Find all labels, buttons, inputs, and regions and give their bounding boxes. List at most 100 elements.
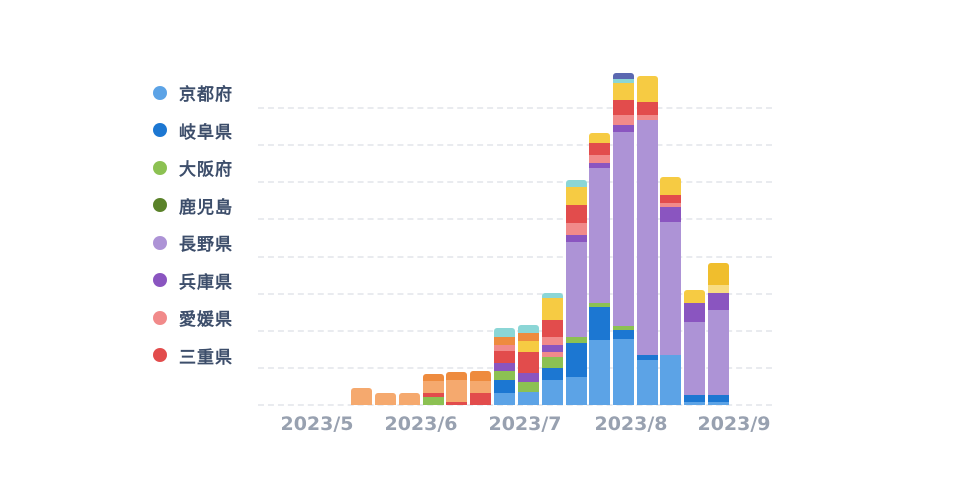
bar-segment-light_orange[interactable] [399, 393, 420, 405]
legend-item-kagoshima[interactable]: 鹿児島 [153, 187, 273, 225]
bar-segment-light_orange[interactable] [351, 388, 372, 405]
bar-segment-light_blue[interactable] [660, 355, 681, 405]
bar-segment-dark_blue[interactable] [613, 330, 634, 339]
bar-segment-light_green[interactable] [518, 382, 539, 392]
bar-segment-light_blue[interactable] [494, 393, 515, 405]
bar-segment-red[interactable] [613, 100, 634, 115]
stacked-bar-16[interactable] [708, 263, 729, 405]
bar-segment-light_purple[interactable] [684, 322, 705, 395]
stacked-bar-15[interactable] [684, 290, 705, 405]
bar-segment-yellow[interactable] [518, 341, 539, 352]
bar-segment-dark_orange[interactable] [494, 337, 515, 345]
bar-segment-teal[interactable] [566, 180, 587, 187]
bar-segment-red[interactable] [660, 195, 681, 203]
bar-segment-yellow[interactable] [660, 177, 681, 195]
bar-segment-red[interactable] [494, 351, 515, 363]
legend-item-nagano[interactable]: 長野県 [153, 224, 273, 262]
bar-segment-yellow[interactable] [684, 290, 705, 303]
stacked-bar-1[interactable] [351, 388, 372, 405]
bar-segment-teal[interactable] [542, 293, 563, 298]
bar-segment-light_purple[interactable] [708, 310, 729, 395]
bar-segment-dark_purple[interactable] [684, 303, 705, 322]
bar-segment-light_purple[interactable] [637, 120, 658, 355]
bar-segment-dark_purple[interactable] [708, 293, 729, 310]
bar-segment-light_purple[interactable] [589, 168, 610, 303]
stacked-bar-13[interactable] [637, 76, 658, 405]
bar-segment-light_purple[interactable] [660, 222, 681, 355]
bar-segment-pale_yellow[interactable] [708, 285, 729, 293]
stacked-bar-14[interactable] [660, 177, 681, 405]
bar-segment-salmon[interactable] [613, 115, 634, 125]
bar-segment-dark_blue[interactable] [684, 395, 705, 402]
bar-segment-dark_purple[interactable] [660, 207, 681, 222]
bar-segment-dark_blue[interactable] [494, 380, 515, 393]
bar-segment-dark_blue[interactable] [637, 355, 658, 360]
bar-segment-teal[interactable] [613, 79, 634, 83]
bar-segment-light_blue[interactable] [684, 402, 705, 405]
legend-item-kyoto[interactable]: 京都府 [153, 74, 273, 112]
bar-segment-light_orange[interactable] [423, 381, 444, 393]
bar-segment-red[interactable] [470, 393, 491, 405]
bar-segment-dark_purple[interactable] [518, 373, 539, 382]
legend-item-hyogo[interactable]: 兵庫県 [153, 262, 273, 300]
bar-segment-dark_purple[interactable] [566, 235, 587, 242]
bar-segment-light_blue[interactable] [613, 339, 634, 405]
bar-segment-salmon[interactable] [542, 337, 563, 345]
bar-segment-dark_purple[interactable] [589, 163, 610, 168]
stacked-bar-3[interactable] [399, 393, 420, 405]
bar-segment-yellow[interactable] [542, 298, 563, 320]
bar-segment-yellow[interactable] [637, 76, 658, 102]
legend-item-osaka[interactable]: 大阪府 [153, 149, 273, 187]
bar-segment-dark_blue[interactable] [589, 307, 610, 340]
bar-segment-light_orange[interactable] [375, 393, 396, 405]
bar-segment-red[interactable] [542, 320, 563, 337]
bar-segment-red[interactable] [423, 393, 444, 397]
stacked-bar-12[interactable] [613, 73, 634, 405]
stacked-bar-6[interactable] [470, 371, 491, 405]
bar-segment-dark_purple[interactable] [542, 345, 563, 352]
stacked-bar-2[interactable] [375, 393, 396, 405]
bar-segment-teal[interactable] [494, 328, 515, 337]
bar-segment-indigo[interactable] [613, 73, 634, 79]
bar-segment-light_blue[interactable] [637, 360, 658, 405]
bar-segment-red[interactable] [637, 102, 658, 115]
stacked-bar-9[interactable] [542, 293, 563, 405]
stacked-bar-4[interactable] [423, 374, 444, 405]
bar-segment-dark_orange[interactable] [446, 372, 467, 380]
bar-segment-light_blue[interactable] [566, 377, 587, 405]
bar-segment-amber[interactable] [708, 263, 729, 285]
bar-segment-light_purple[interactable] [613, 132, 634, 326]
bar-segment-light_green[interactable] [423, 397, 444, 405]
bar-segment-salmon[interactable] [660, 203, 681, 207]
bar-segment-red[interactable] [518, 352, 539, 373]
bar-segment-red[interactable] [566, 205, 587, 223]
bar-segment-salmon[interactable] [542, 352, 563, 357]
bar-segment-yellow[interactable] [566, 187, 587, 205]
bar-segment-dark_blue[interactable] [542, 368, 563, 380]
bar-segment-red[interactable] [589, 143, 610, 155]
bar-segment-light_blue[interactable] [542, 380, 563, 405]
stacked-bar-11[interactable] [589, 133, 610, 405]
bar-segment-light_orange[interactable] [446, 380, 467, 402]
bar-segment-light_blue[interactable] [708, 402, 729, 405]
bar-segment-salmon[interactable] [637, 115, 658, 120]
bar-segment-dark_purple[interactable] [494, 363, 515, 371]
bar-segment-yellow[interactable] [613, 83, 634, 100]
bar-segment-light_green[interactable] [589, 303, 610, 307]
bar-segment-teal[interactable] [518, 325, 539, 333]
bar-segment-salmon[interactable] [589, 155, 610, 163]
bar-segment-light_purple[interactable] [566, 242, 587, 337]
bar-segment-light_blue[interactable] [518, 392, 539, 405]
stacked-bar-8[interactable] [518, 325, 539, 405]
bar-segment-light_blue[interactable] [589, 340, 610, 405]
bar-segment-dark_orange[interactable] [518, 333, 539, 341]
bar-segment-yellow[interactable] [589, 133, 610, 143]
bar-segment-dark_orange[interactable] [470, 371, 491, 381]
bar-segment-dark_blue[interactable] [566, 343, 587, 377]
bar-segment-salmon[interactable] [494, 345, 515, 351]
bar-segment-red[interactable] [446, 402, 467, 405]
legend-item-ehime[interactable]: 愛媛県 [153, 299, 273, 337]
bar-segment-salmon[interactable] [566, 223, 587, 235]
legend-item-gifu[interactable]: 岐阜県 [153, 112, 273, 150]
bar-segment-dark_blue[interactable] [708, 395, 729, 402]
